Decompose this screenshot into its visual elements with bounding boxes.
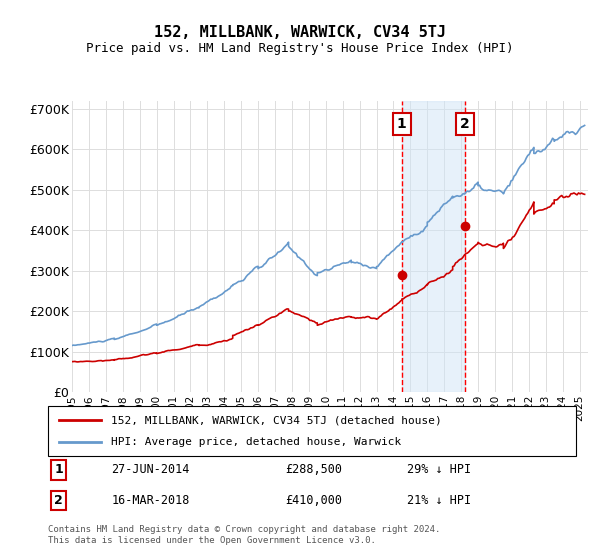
Text: 2: 2 — [54, 494, 63, 507]
Text: 29% ↓ HPI: 29% ↓ HPI — [407, 464, 471, 477]
Text: 1: 1 — [397, 117, 407, 131]
Text: 152, MILLBANK, WARWICK, CV34 5TJ (detached house): 152, MILLBANK, WARWICK, CV34 5TJ (detach… — [112, 415, 442, 425]
Text: HPI: Average price, detached house, Warwick: HPI: Average price, detached house, Warw… — [112, 437, 401, 447]
Text: Contains HM Land Registry data © Crown copyright and database right 2024.
This d: Contains HM Land Registry data © Crown c… — [48, 525, 440, 545]
Text: Price paid vs. HM Land Registry's House Price Index (HPI): Price paid vs. HM Land Registry's House … — [86, 42, 514, 55]
Text: £410,000: £410,000 — [286, 494, 343, 507]
Text: 21% ↓ HPI: 21% ↓ HPI — [407, 494, 471, 507]
Text: 2: 2 — [460, 117, 470, 131]
FancyBboxPatch shape — [48, 406, 576, 456]
Text: 16-MAR-2018: 16-MAR-2018 — [112, 494, 190, 507]
Text: 27-JUN-2014: 27-JUN-2014 — [112, 464, 190, 477]
Text: 1: 1 — [54, 464, 63, 477]
Text: 152, MILLBANK, WARWICK, CV34 5TJ: 152, MILLBANK, WARWICK, CV34 5TJ — [154, 25, 446, 40]
Text: £288,500: £288,500 — [286, 464, 343, 477]
Bar — [402, 101, 464, 392]
